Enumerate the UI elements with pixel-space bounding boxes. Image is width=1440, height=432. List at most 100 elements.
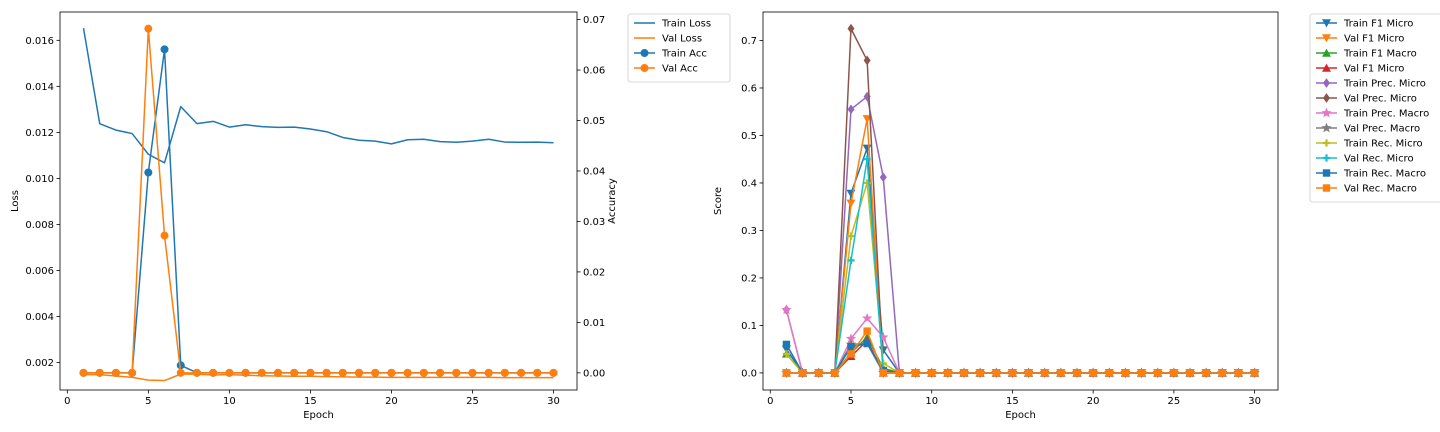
x-tick-label: 15 [1006, 396, 1019, 407]
legend-label: Val Rec. Macro [1344, 184, 1417, 195]
axes-frame [762, 11, 1279, 391]
data-point [144, 24, 153, 33]
legend-label: Val Loss [662, 34, 702, 45]
data-point [847, 343, 855, 351]
data-point [911, 369, 920, 377]
data-point [1121, 369, 1130, 377]
legend-item: Val Prec. Micro [1316, 93, 1417, 105]
y-tick-label: 0.4 [741, 178, 757, 189]
legend-label: Val Prec. Micro [1344, 94, 1417, 105]
data-point [403, 368, 412, 377]
data-point [1105, 369, 1113, 377]
x-tick-label: 30 [1248, 396, 1261, 407]
legend-label: Train Prec. Micro [1343, 79, 1426, 90]
plot-area [79, 24, 558, 382]
y-tick-label: 0.014 [25, 82, 54, 93]
legend-item: Train Prec. Macro [1316, 107, 1429, 120]
legend-marker [1323, 78, 1330, 88]
legend-marker [1322, 139, 1331, 147]
y-tick-label: 0.008 [25, 220, 54, 231]
data-point [225, 368, 234, 377]
series-12 [782, 327, 1259, 377]
x-axis-label: Epoch [303, 410, 334, 421]
x-tick-label: 30 [547, 396, 560, 407]
data-point [128, 368, 137, 377]
data-point [290, 368, 299, 377]
y-axis-label: Score [713, 187, 724, 215]
y-right-tick-label: 0.07 [583, 15, 605, 26]
y-tick-label: 0.6 [741, 83, 757, 94]
x-tick-label: 0 [64, 396, 70, 407]
data-point [879, 172, 887, 183]
data-point [1089, 369, 1097, 377]
y-tick-label: 0.1 [741, 321, 757, 332]
legend-label: Train Rec. Macro [1343, 169, 1426, 180]
legend-item: Val Loss [634, 34, 702, 45]
legend-box [1309, 13, 1440, 203]
y-right-tick-label: 0.04 [583, 166, 605, 177]
legend-label: Val F1 Micro [1344, 64, 1404, 75]
data-point [1137, 369, 1146, 377]
legend-item: Val Acc [634, 64, 698, 75]
legend-label: Val Rec. Micro [1344, 154, 1414, 165]
data-point [782, 369, 791, 377]
data-point [1024, 369, 1033, 377]
legend-marker [640, 49, 649, 58]
data-point [847, 350, 855, 358]
series-line [82, 27, 554, 164]
y-right-tick-label: 0.03 [583, 217, 605, 228]
data-point [306, 368, 315, 377]
legend-item: Val F1 Micro [1316, 64, 1404, 75]
series-1 [82, 27, 554, 164]
data-point [847, 232, 855, 240]
data-point [419, 368, 428, 377]
data-point [846, 199, 856, 208]
x-tick-label: 5 [848, 396, 854, 407]
series-line [786, 158, 1255, 374]
legend-label: Train Prec. Macro [1343, 109, 1429, 120]
series-line [785, 309, 1255, 374]
data-point [111, 368, 120, 377]
data-point [1202, 369, 1210, 377]
data-point [322, 368, 331, 377]
data-point [273, 368, 282, 377]
legend-marker [1322, 48, 1331, 57]
series-2 [83, 373, 554, 382]
plot-area [781, 23, 1260, 378]
data-point [1154, 369, 1162, 377]
data-point [863, 155, 871, 163]
series-line [786, 118, 1255, 374]
legend-label: Val F1 Micro [1344, 34, 1404, 45]
data-point [79, 368, 88, 377]
data-point [863, 327, 871, 335]
data-point [484, 368, 493, 377]
legend-item: Val Rec. Macro [1316, 184, 1417, 195]
x-tick-label: 20 [385, 396, 398, 407]
x-tick-label: 25 [1168, 396, 1181, 407]
legend-marker [1322, 19, 1331, 28]
series-line [786, 330, 1255, 374]
data-point [144, 168, 153, 177]
y-right-tick-label: 0.01 [583, 318, 605, 329]
y-right-axis-label: Accuracy [607, 178, 618, 224]
y-axis-label: Loss [10, 190, 21, 212]
data-point [355, 368, 364, 377]
data-point [831, 369, 839, 377]
y-right-tick-label: 0.06 [583, 66, 605, 77]
series-line [785, 336, 1255, 374]
x-tick-label: 0 [767, 396, 773, 407]
y-right-tick-label: 0.05 [583, 116, 605, 127]
data-point [862, 312, 873, 323]
legend-marker [1323, 93, 1330, 103]
axes-frame [59, 11, 578, 391]
y-tick-label: 0.002 [25, 358, 54, 369]
data-point [500, 368, 509, 377]
data-point [1186, 369, 1194, 377]
y-tick-label: 0.2 [741, 273, 757, 284]
data-point [992, 369, 1000, 377]
legend-marker [1322, 34, 1331, 43]
data-point [944, 369, 952, 377]
data-point [862, 115, 872, 124]
data-point [452, 368, 461, 377]
